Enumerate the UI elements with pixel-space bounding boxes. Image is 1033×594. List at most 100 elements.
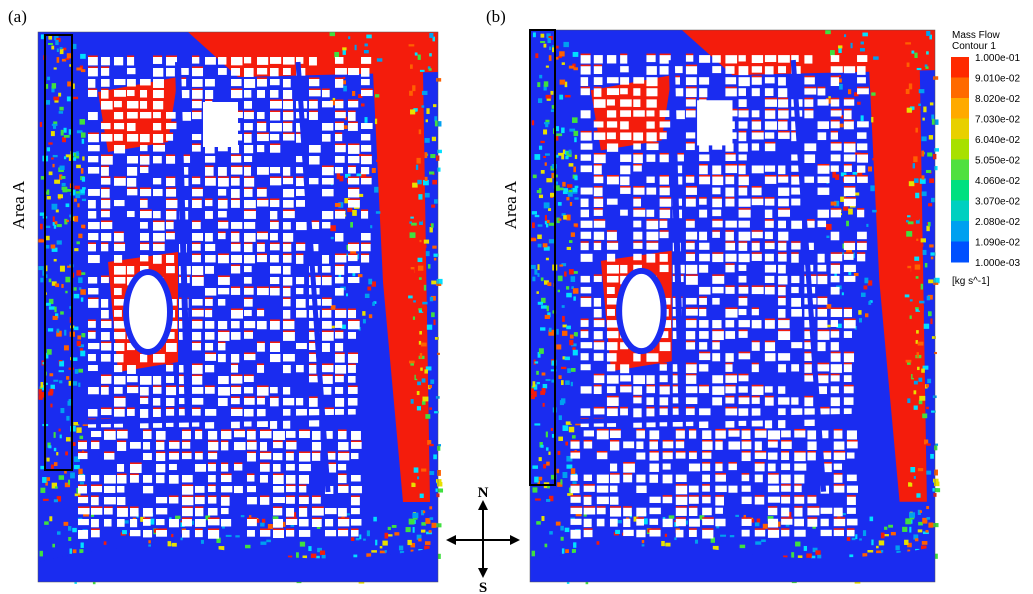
building: [834, 464, 842, 470]
building: [752, 320, 762, 328]
building: [831, 309, 842, 317]
building: [857, 165, 865, 172]
building: [312, 519, 322, 527]
building-edge: [646, 109, 654, 111]
speckle: [926, 407, 929, 409]
building: [286, 497, 295, 504]
speckle: [852, 538, 856, 540]
building: [633, 254, 641, 260]
building: [335, 57, 343, 64]
building: [88, 409, 97, 417]
building-edge: [739, 109, 749, 111]
building: [153, 79, 164, 88]
building: [325, 508, 337, 514]
building-edge: [781, 451, 789, 453]
speckle: [429, 471, 434, 475]
speckle: [436, 284, 441, 286]
speckle: [80, 54, 86, 59]
building: [607, 88, 619, 95]
speckle: [343, 86, 347, 92]
speckle: [928, 203, 932, 206]
building-edge: [742, 451, 751, 453]
building-edge: [153, 408, 161, 410]
building: [140, 200, 148, 208]
building-edge: [765, 319, 775, 321]
speckle: [410, 64, 413, 68]
building: [322, 332, 334, 341]
area-label: Area A: [9, 180, 28, 229]
building: [739, 143, 748, 151]
speckle: [417, 158, 421, 164]
building: [752, 165, 764, 173]
building: [660, 342, 671, 351]
speckle: [357, 173, 362, 176]
building: [646, 143, 658, 150]
speckle: [43, 499, 49, 501]
building: [844, 110, 852, 119]
building: [584, 486, 595, 492]
building: [221, 442, 228, 450]
building-edge: [218, 221, 228, 223]
building: [247, 486, 256, 492]
speckle: [347, 208, 352, 212]
building: [821, 519, 829, 526]
speckle: [906, 360, 912, 363]
building: [361, 134, 370, 140]
building: [257, 189, 267, 197]
building: [153, 101, 163, 109]
building-edge: [257, 232, 268, 234]
building-edge: [728, 462, 736, 464]
building: [91, 431, 101, 437]
speckle: [77, 335, 81, 339]
speckle: [532, 211, 537, 214]
building: [114, 178, 126, 186]
building: [335, 145, 346, 152]
building-edge: [140, 166, 148, 168]
building-edge: [660, 120, 671, 122]
building: [88, 90, 97, 97]
building-edge: [607, 285, 615, 287]
building-edge: [794, 495, 804, 497]
building: [335, 343, 343, 351]
speckle: [661, 541, 665, 546]
building-edge: [195, 452, 203, 454]
building: [857, 177, 868, 183]
speckle: [339, 176, 343, 182]
building: [91, 530, 100, 537]
speckle: [428, 264, 431, 268]
speckle: [532, 277, 535, 282]
building: [244, 178, 254, 187]
speckle: [413, 527, 415, 533]
building: [689, 453, 697, 460]
colorbar-label: 7.030e-02: [975, 115, 1020, 126]
building-edge: [166, 155, 175, 157]
building: [257, 123, 266, 131]
building-edge: [712, 54, 721, 56]
speckle: [408, 269, 414, 273]
speckle: [913, 156, 917, 162]
speckle: [417, 180, 421, 185]
building: [739, 132, 747, 141]
speckle: [858, 310, 861, 315]
building-edge: [689, 528, 697, 530]
building-edge: [351, 529, 359, 531]
building: [581, 199, 589, 207]
speckle: [308, 546, 311, 551]
building-edge: [361, 155, 372, 157]
building: [584, 430, 594, 436]
building-edge: [351, 441, 362, 443]
building: [571, 519, 582, 525]
building: [594, 243, 601, 250]
building-edge: [88, 133, 99, 135]
building: [101, 343, 111, 351]
speckle: [566, 197, 569, 200]
speckle: [914, 390, 917, 394]
speckle: [420, 152, 424, 156]
building-edge: [101, 177, 110, 179]
building: [309, 178, 318, 184]
building: [699, 309, 706, 316]
speckle: [437, 470, 441, 476]
building-edge: [712, 330, 724, 332]
speckle: [59, 370, 64, 372]
building-edge: [844, 252, 854, 254]
